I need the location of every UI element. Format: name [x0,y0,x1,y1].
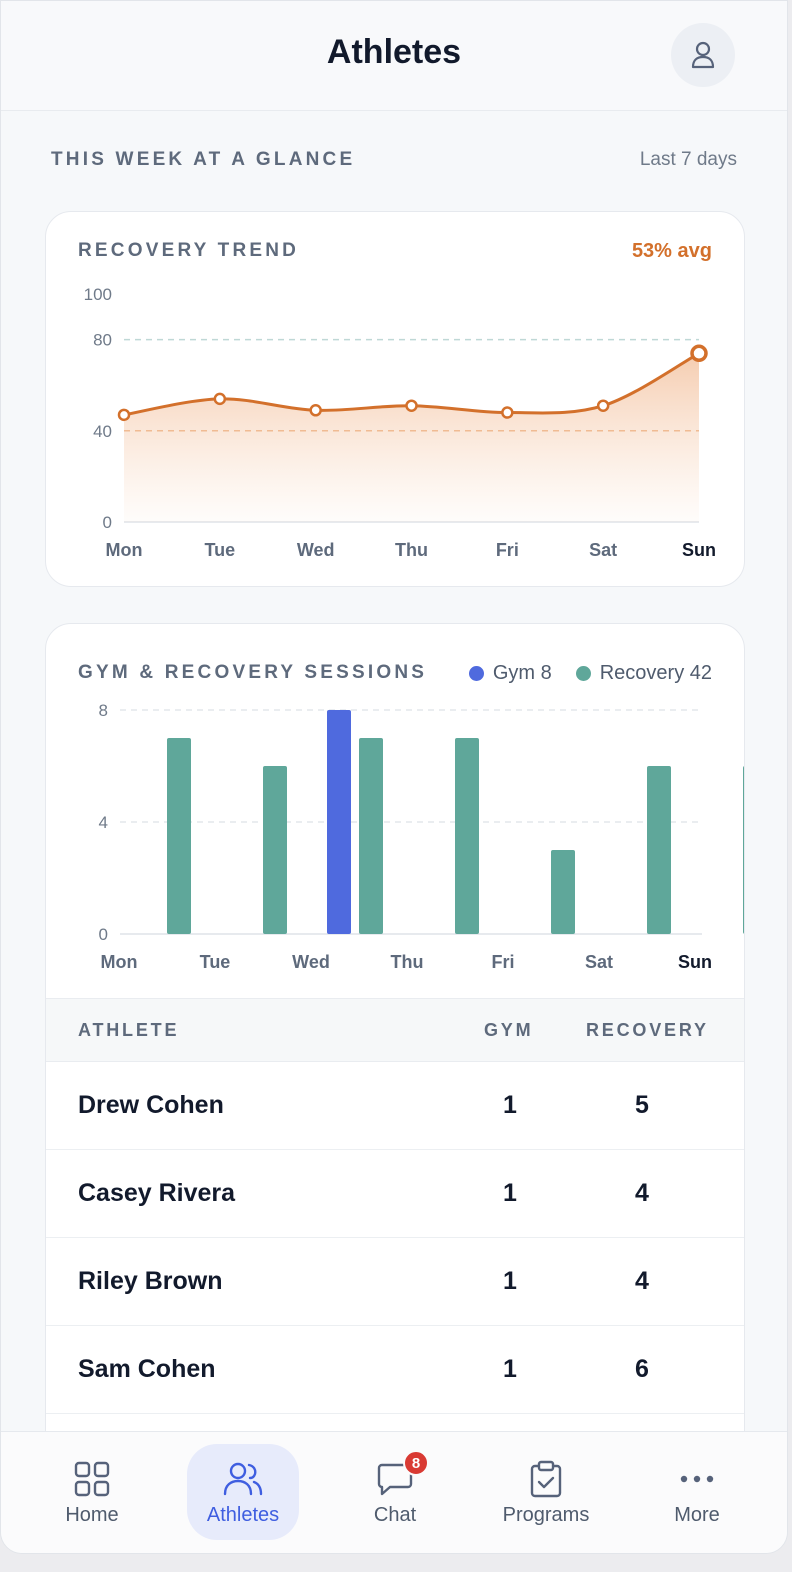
recovery-trend-chart: Mon Tue Wed Thu Fri Sat Sun 0 40 80 100 [84,285,716,560]
recovery-bar[interactable] [359,738,383,934]
recovery-bar[interactable] [743,766,745,934]
recovery-dot-icon [575,666,591,681]
x-tick-label: Wed [297,540,335,560]
x-tick-label: Sat [585,952,613,972]
gym-dot-icon [468,666,484,681]
nav-programs[interactable]: Programs [490,1444,602,1540]
table-row[interactable]: Riley Brown 1 4 [46,1238,744,1326]
recovery-point[interactable] [501,406,514,419]
y-tick-label: 8 [99,701,108,720]
range-selector[interactable]: Last 7 days [639,149,737,170]
col-athlete[interactable]: ATHLETE [78,1020,180,1040]
nav-athletes[interactable]: Athletes [187,1444,299,1540]
profile-button[interactable] [671,23,735,87]
gym-count: 1 [503,1091,517,1119]
recovery-trend-title: RECOVERY TREND [78,240,300,261]
x-tick-label: Fri [496,540,519,560]
sessions-legend: Gym 8 Recovery 42 [468,662,712,685]
legend-recovery-label: Recovery 42 [599,662,712,684]
x-tick-label: Thu [391,952,424,972]
nav-chat-label: Chat [373,1504,417,1526]
x-tick-label: Sun [682,540,716,560]
y-tick-label: 0 [103,513,112,532]
recovery-point[interactable] [596,399,610,412]
x-tick-label: Thu [395,540,428,560]
athlete-name: Riley Brown [78,1267,223,1295]
page-title: Athletes [326,33,462,71]
nav-home[interactable]: Home [36,1444,148,1540]
athlete-name: Drew Cohen [78,1091,224,1119]
sessions-bar-chart: Mon Tue Wed Thu Fri Sat Sun 0 4 8 [99,701,745,972]
gym-count: 1 [503,1179,517,1207]
x-tick-label: Sat [589,540,617,560]
nav-more[interactable]: More [641,1444,753,1540]
athlete-table: ATHLETE GYM RECOVERY Drew Cohen 1 5 Case… [46,998,744,1482]
recovery-point[interactable] [213,392,227,406]
y-tick-label: 0 [99,925,108,944]
recovery-bar[interactable] [455,738,479,934]
grid-icon [74,1461,110,1497]
bottom-nav: Home Athletes 8 Chat [1,1431,787,1553]
y-tick-label: 100 [84,285,112,304]
x-tick-label: Sun [678,952,712,972]
nav-programs-label: Programs [502,1504,590,1526]
col-gym[interactable]: GYM [484,1020,534,1040]
recovery-count: 4 [635,1179,649,1207]
clipboard-check-icon [530,1460,562,1498]
recovery-count: 4 [635,1267,649,1295]
table-row[interactable]: Drew Cohen 1 5 [46,1062,744,1150]
chat-badge: 8 [403,1450,429,1476]
recovery-bar[interactable] [647,766,671,934]
nav-chat[interactable]: 8 Chat [339,1444,451,1540]
recovery-point[interactable] [117,408,131,422]
recovery-area [124,353,699,522]
users-icon [223,1462,263,1496]
x-tick-label: Tue [204,540,235,560]
y-tick-label: 4 [99,813,108,832]
gym-count: 1 [503,1355,517,1383]
recovery-count: 6 [635,1355,649,1383]
recovery-point[interactable] [405,399,418,412]
table-row[interactable]: Casey Rivera 1 4 [46,1150,744,1238]
section-label: THIS WEEK AT A GLANCE [51,149,356,170]
sessions-card: GYM & RECOVERY SESSIONS Gym 8 Recovery 4… [45,623,745,1483]
table-header: ATHLETE GYM RECOVERY [46,998,744,1062]
x-tick-label: Mon [106,540,143,560]
recovery-avg-value: 53% avg [631,240,712,262]
x-tick-label: Mon [101,952,138,972]
x-tick-label: Wed [292,952,330,972]
athlete-name: Sam Cohen [78,1355,216,1383]
y-tick-label: 80 [93,331,112,350]
recovery-bar[interactable] [167,738,191,934]
y-tick-label: 40 [93,422,112,441]
table-row[interactable]: Sam Cohen 1 6 [46,1326,744,1414]
recovery-point[interactable] [309,404,322,417]
top-bar: Athletes [1,1,787,111]
gym-count: 1 [503,1267,517,1295]
legend-gym-label: Gym 8 [492,662,552,684]
recovery-point[interactable] [690,344,708,363]
recovery-trend-card: RECOVERY TREND 53% avg Mon Tue Wed Thu Fri Sa… [45,211,745,587]
recovery-bar[interactable] [551,850,575,934]
legend-gym: Gym 8 [468,662,552,685]
section-header: THIS WEEK AT A GLANCE Last 7 days [51,149,737,175]
x-tick-label: Tue [200,952,231,972]
gym-bar[interactable] [327,710,351,934]
recovery-count: 5 [635,1091,649,1119]
sessions-title: GYM & RECOVERY SESSIONS [78,662,428,683]
legend-recovery: Recovery 42 [575,662,712,685]
user-icon [691,41,715,69]
col-recovery[interactable]: RECOVERY [586,1020,709,1040]
nav-home-label: Home [65,1504,119,1526]
recovery-bar[interactable] [263,766,287,934]
athlete-name: Casey Rivera [78,1179,236,1207]
nav-athletes-label: Athletes [206,1504,280,1526]
more-icon [680,1475,714,1483]
x-tick-label: Fri [491,952,514,972]
nav-more-label: More [674,1504,720,1526]
